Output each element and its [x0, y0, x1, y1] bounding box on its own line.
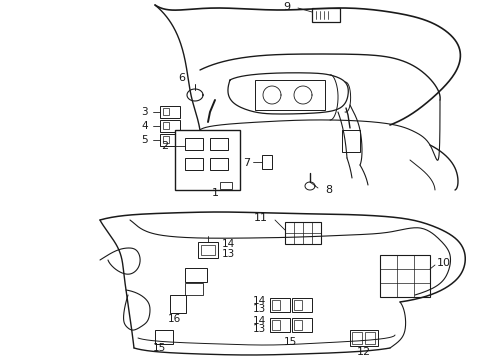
Bar	[272, 320, 280, 330]
Bar	[163, 136, 169, 143]
Bar	[352, 332, 362, 344]
Text: 11: 11	[254, 213, 268, 223]
Text: 14: 14	[253, 296, 266, 306]
Bar	[294, 320, 302, 330]
Bar	[210, 138, 228, 150]
Bar	[185, 268, 207, 282]
Text: 5: 5	[142, 135, 148, 145]
Bar	[285, 222, 321, 244]
Text: 16: 16	[168, 314, 181, 324]
Text: 14: 14	[253, 316, 266, 326]
Bar	[170, 295, 186, 313]
Bar	[342, 130, 360, 152]
Bar	[185, 158, 203, 170]
Text: 13: 13	[253, 304, 266, 314]
Bar	[350, 330, 378, 346]
Text: 10: 10	[437, 258, 451, 268]
Bar	[201, 245, 215, 255]
Text: 6: 6	[178, 73, 185, 83]
Text: 12: 12	[357, 347, 371, 357]
Bar	[365, 332, 375, 344]
Text: 4: 4	[142, 121, 148, 131]
Text: 9: 9	[283, 2, 290, 12]
Bar	[312, 8, 340, 22]
Bar	[163, 122, 169, 129]
Bar	[380, 255, 430, 297]
Text: 13: 13	[253, 324, 266, 334]
Bar	[155, 330, 173, 344]
Bar	[272, 300, 280, 310]
Bar	[294, 300, 302, 310]
Bar	[262, 155, 272, 169]
Bar	[292, 298, 312, 312]
Text: 8: 8	[325, 185, 332, 195]
Text: 7: 7	[243, 158, 250, 168]
Text: 14: 14	[222, 239, 235, 249]
Text: 2: 2	[161, 141, 168, 151]
Bar	[185, 138, 203, 150]
Bar	[163, 108, 169, 115]
Bar	[198, 242, 218, 258]
Bar	[270, 318, 290, 332]
Bar	[292, 318, 312, 332]
Text: 15: 15	[152, 343, 166, 353]
Text: 13: 13	[222, 249, 235, 259]
Bar	[185, 283, 203, 295]
Text: 1: 1	[212, 188, 219, 198]
Bar	[255, 80, 325, 110]
Bar	[160, 120, 180, 132]
Bar	[175, 130, 240, 190]
Text: 3: 3	[142, 107, 148, 117]
Bar	[270, 298, 290, 312]
Bar	[160, 106, 180, 118]
Text: 15: 15	[283, 337, 296, 347]
Bar	[220, 182, 232, 189]
Bar	[210, 158, 228, 170]
Bar	[160, 134, 180, 146]
